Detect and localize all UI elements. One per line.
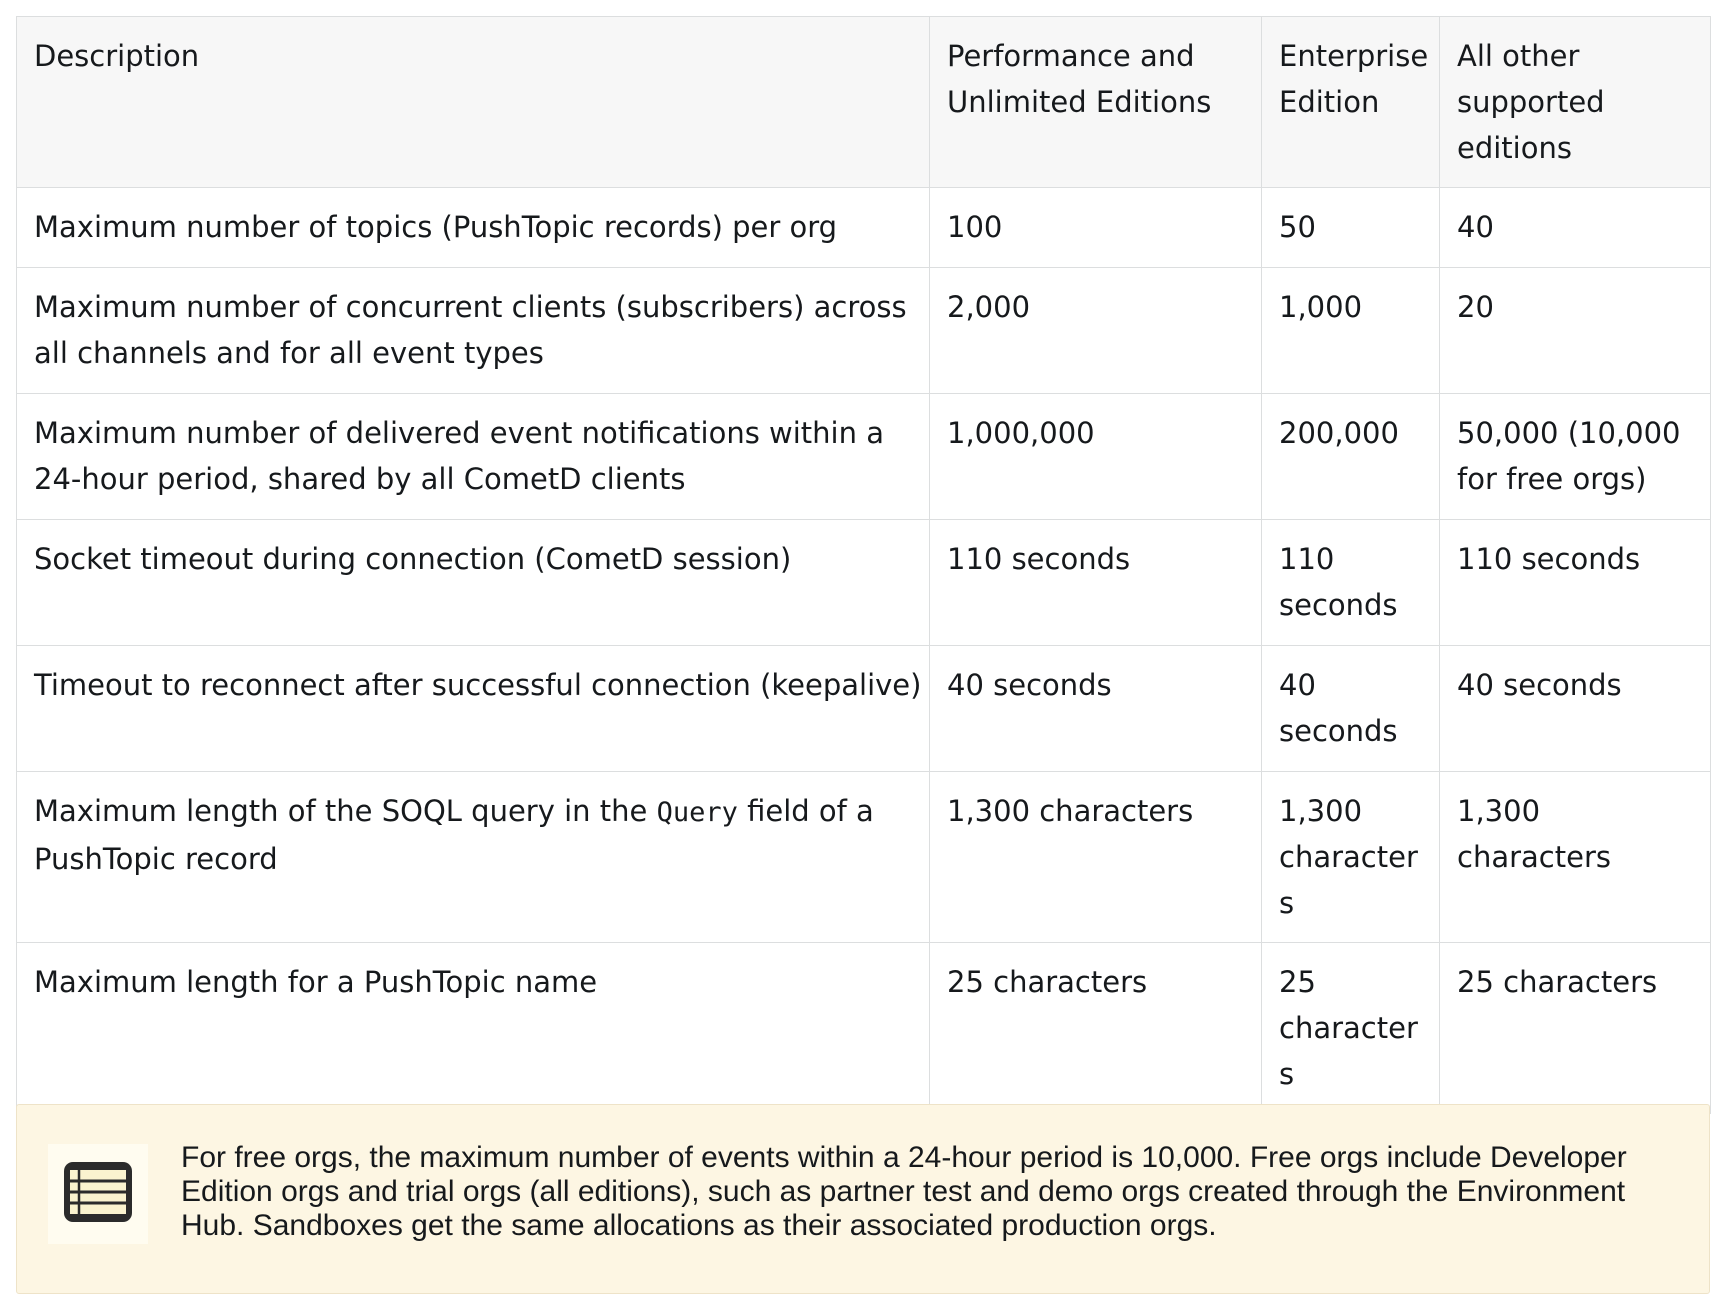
row-other-value: 110 seconds: [1439, 519, 1711, 646]
table-row: Socket timeout during connection (CometD…: [16, 519, 1711, 646]
row-description: Maximum length for a PushTopic name: [16, 942, 930, 1114]
row-enterprise-value: 1,000: [1261, 267, 1440, 394]
row-performance-unlimited-value: 110 seconds: [929, 519, 1262, 646]
note-text: For free orgs, the maximum number of eve…: [181, 1141, 1627, 1242]
row-description: Maximum number of concurrent clients (su…: [16, 267, 930, 394]
row-other-value: 40 seconds: [1439, 645, 1711, 772]
header-performance-unlimited: Performance and Unlimited Editions: [929, 16, 1262, 188]
row-performance-unlimited-value: 100: [929, 187, 1262, 268]
row-description: Timeout to reconnect after successful co…: [16, 645, 930, 772]
table-header-row: Description Performance and Unlimited Ed…: [16, 16, 1711, 188]
row-performance-unlimited-value: 1,300 characters: [929, 771, 1262, 943]
row-performance-unlimited-value: 1,000,000: [929, 393, 1262, 520]
row-enterprise-value: 110 seconds: [1261, 519, 1440, 646]
header-description: Description: [16, 16, 930, 188]
query-field-code: Query: [656, 797, 738, 828]
row-other-value: 1,300 characters: [1439, 771, 1711, 943]
table-row: Maximum number of concurrent clients (su…: [16, 267, 1711, 394]
table-row: Maximum length for a PushTopic name 25 c…: [16, 942, 1711, 1114]
table-row: Timeout to reconnect after successful co…: [16, 645, 1711, 772]
limits-table: Description Performance and Unlimited Ed…: [16, 16, 1711, 1114]
row-enterprise-value: 25 characters: [1261, 942, 1440, 1114]
row-enterprise-value: 50: [1261, 187, 1440, 268]
row-performance-unlimited-value: 25 characters: [929, 942, 1262, 1114]
row-description: Socket timeout during connection (CometD…: [16, 519, 930, 646]
row-description: Maximum number of delivered event notifi…: [16, 393, 930, 520]
row-other-value: 25 characters: [1439, 942, 1711, 1114]
row-other-value: 20: [1439, 267, 1711, 394]
description-text: Maximum length of the SOQL query in the: [34, 794, 657, 828]
header-other-editions: All other supported editions: [1439, 16, 1711, 188]
table-row: Maximum length of the SOQL query in the …: [16, 771, 1711, 943]
row-description: Maximum length of the SOQL query in the …: [16, 771, 930, 943]
description-text: field of a PushTopic record: [34, 794, 874, 876]
row-performance-unlimited-value: 2,000: [929, 267, 1262, 394]
row-enterprise-value: 200,000: [1261, 393, 1440, 520]
header-enterprise: Enterprise Edition: [1261, 16, 1440, 188]
table-row: Maximum number of topics (PushTopic reco…: [16, 187, 1711, 268]
note-icon: [48, 1144, 148, 1244]
row-performance-unlimited-value: 40 seconds: [929, 645, 1262, 772]
table-row: Maximum number of delivered event notifi…: [16, 393, 1711, 520]
row-other-value: 50,000 (10,000 for free orgs): [1439, 393, 1711, 520]
row-other-value: 40: [1439, 187, 1711, 268]
note-box: For free orgs, the maximum number of eve…: [16, 1104, 1710, 1294]
row-enterprise-value: 40 seconds: [1261, 645, 1440, 772]
row-description: Maximum number of topics (PushTopic reco…: [16, 187, 930, 268]
row-enterprise-value: 1,300 characters: [1261, 771, 1440, 943]
